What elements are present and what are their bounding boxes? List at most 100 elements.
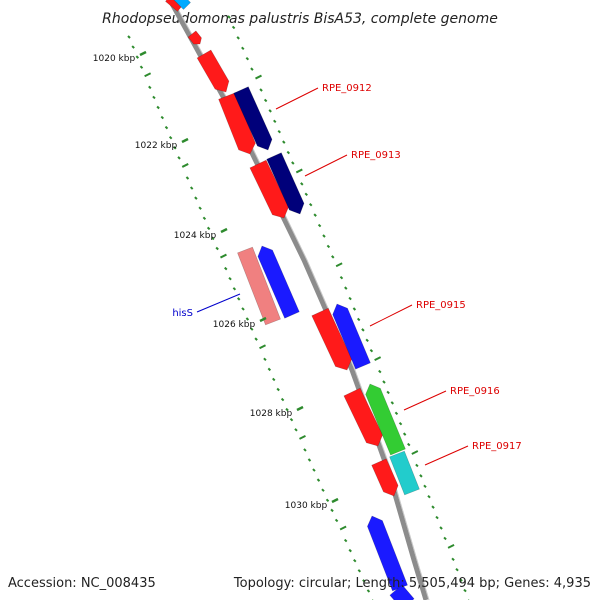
scale-tick-left — [348, 548, 352, 553]
scale-tick-right — [317, 223, 322, 228]
scale-tick-right — [459, 578, 463, 582]
scale-tick-right — [309, 203, 313, 207]
kbp-label: 1030 kbp — [285, 501, 328, 511]
gene-red-c[interactable] — [249, 159, 289, 219]
scale-tick-right — [300, 182, 304, 186]
scale-tick-left — [241, 307, 245, 311]
scale-tick-left — [357, 569, 362, 573]
scale-tick-left — [334, 518, 339, 523]
scale-tick-right — [431, 505, 435, 509]
scale-tick-right — [447, 543, 455, 549]
scale-tick-left — [173, 146, 177, 150]
scale-tick-left — [220, 253, 227, 259]
scale-tick-right — [291, 161, 295, 165]
scale-tick-left — [148, 85, 152, 90]
gene-red-f[interactable] — [371, 458, 399, 497]
gene-label[interactable]: hisS — [172, 308, 193, 319]
gene-red-a[interactable] — [196, 49, 230, 93]
scale-tick-right — [352, 307, 357, 311]
scale-tick-left — [127, 35, 131, 39]
scale-tick-left — [198, 206, 202, 210]
scale-tick-left — [177, 156, 181, 160]
scale-tick-right — [394, 411, 399, 415]
genome-summary-text: Topology: circular; Length: 5,505,494 bp… — [233, 576, 591, 591]
scale-tick-left — [215, 246, 219, 251]
kbp-major-tick — [139, 50, 147, 57]
kbp-major-tick — [181, 137, 189, 144]
scale-tick-right — [241, 46, 245, 50]
scale-tick-left — [330, 508, 334, 513]
scale-tick-right — [386, 390, 390, 395]
scale-tick-left — [152, 95, 156, 100]
scale-tick-right — [231, 25, 236, 30]
gene-label[interactable]: RPE_0916 — [450, 386, 500, 397]
gene-label[interactable]: RPE_0912 — [322, 83, 372, 94]
gene-blue-d[interactable] — [389, 584, 415, 600]
gene-label[interactable]: RPE_0917 — [472, 441, 522, 452]
scale-tick-right — [361, 328, 365, 332]
gene-red-d[interactable] — [311, 307, 353, 371]
scale-tick-left — [228, 277, 232, 281]
scale-tick-right — [344, 286, 348, 290]
accession-text: Accession: NC_008435 — [8, 576, 156, 591]
scale-tick-left — [135, 55, 140, 59]
scale-tick-left — [276, 387, 280, 392]
scale-tick-left — [250, 327, 254, 331]
scale-tick-right — [313, 213, 317, 217]
scale-tick-left — [343, 538, 348, 543]
scale-tick-left — [232, 287, 237, 291]
scale-tick-right — [268, 109, 272, 113]
scale-tick-left — [194, 196, 198, 200]
scale-tick-right — [322, 234, 326, 238]
gene-blue-b[interactable] — [332, 303, 371, 370]
gene-red-e[interactable] — [343, 387, 383, 447]
scale-tick-left — [307, 458, 312, 462]
gene-blue-a[interactable] — [257, 245, 300, 319]
gene-hisS[interactable] — [237, 246, 281, 326]
gene-label[interactable]: RPE_0915 — [416, 300, 466, 311]
scale-tick-left — [164, 125, 169, 130]
gene-cyan-top[interactable] — [173, 0, 191, 10]
scale-tick-right — [326, 244, 331, 249]
scale-tick-right — [263, 98, 268, 103]
gene-navy-b[interactable] — [266, 152, 305, 215]
kbp-label: 1022 kbp — [135, 141, 178, 151]
gene-features — [165, 0, 420, 600]
leader-line — [275, 87, 319, 110]
leader-line — [369, 304, 413, 327]
scale-tick-left — [312, 468, 316, 472]
scale-tick-right — [407, 442, 411, 447]
scale-tick-right — [402, 432, 407, 436]
gene-cyan[interactable] — [389, 450, 420, 496]
scale-tick-left — [139, 65, 144, 69]
scale-tick-left — [185, 176, 190, 180]
scale-tick-left — [206, 226, 211, 231]
gene-green[interactable] — [365, 383, 406, 456]
gene-red-small[interactable] — [187, 30, 202, 45]
scale-tick-right — [236, 36, 240, 40]
gene-red-b[interactable] — [218, 92, 256, 155]
scale-tick-left — [285, 407, 289, 412]
scale-tick-right — [374, 356, 382, 362]
scale-tick-right — [259, 88, 263, 92]
scale-tick-left — [245, 317, 250, 321]
scale-tick-left — [299, 434, 306, 440]
scale-tick-left — [202, 216, 207, 220]
scale-tick-left — [267, 367, 272, 372]
scale-tick-right — [415, 463, 419, 468]
scale-tick-left — [294, 428, 298, 432]
scale-tick-right — [369, 349, 374, 353]
scale-tick-right — [295, 168, 303, 174]
tick-marks — [127, 15, 470, 600]
scale-tick-right — [455, 568, 459, 572]
kbp-label: 1020 kbp — [93, 54, 136, 64]
scale-tick-left — [224, 266, 228, 271]
scale-tick-right — [245, 57, 250, 61]
scale-tick-left — [189, 186, 194, 190]
scale-tick-left — [168, 136, 173, 140]
gene-label[interactable]: RPE_0913 — [351, 150, 401, 161]
scale-tick-right — [411, 450, 419, 455]
gene-navy-a[interactable] — [233, 86, 273, 151]
scale-tick-left — [211, 236, 215, 241]
